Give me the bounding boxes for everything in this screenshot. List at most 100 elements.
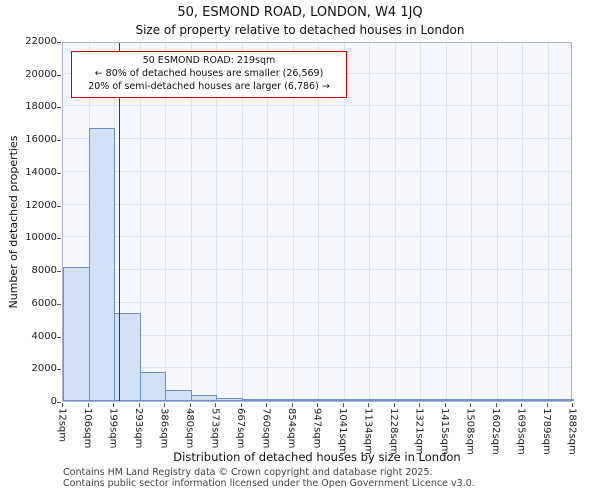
gridline bbox=[547, 43, 549, 401]
gridline bbox=[139, 43, 141, 401]
tick-mark bbox=[495, 403, 497, 407]
x-axis-tick-label: 1882sqm bbox=[566, 408, 578, 455]
gridline bbox=[394, 43, 396, 401]
histogram-bar bbox=[139, 371, 166, 401]
gridline bbox=[267, 43, 268, 401]
x-axis-tick-label: 1415sqm bbox=[439, 408, 450, 455]
x-axis-tick-label: 1602sqm bbox=[490, 408, 501, 455]
tick-mark bbox=[62, 403, 63, 407]
chart-title: 50, ESMOND ROAD, LONDON, W4 1JQ bbox=[177, 5, 423, 20]
x-axis-tick-label: 386sqm bbox=[158, 408, 170, 449]
tick-mark bbox=[57, 42, 61, 43]
tick-mark bbox=[572, 403, 573, 407]
tick-mark bbox=[57, 336, 61, 338]
histogram-bar bbox=[420, 399, 447, 401]
tick-mark bbox=[266, 403, 267, 407]
y-axis-tick-label: 10000 bbox=[25, 232, 57, 244]
x-axis-tick-label: 1134sqm bbox=[362, 408, 374, 455]
tick-mark bbox=[368, 403, 369, 407]
tick-mark bbox=[57, 74, 61, 76]
histogram-bar bbox=[216, 398, 243, 401]
gridline bbox=[63, 367, 571, 369]
tick-mark bbox=[57, 271, 61, 273]
marker-line bbox=[118, 43, 121, 401]
gridline bbox=[420, 43, 421, 401]
histogram-bar bbox=[547, 399, 574, 401]
histogram-bar bbox=[394, 399, 421, 401]
tick-mark bbox=[470, 403, 471, 407]
histogram-bar bbox=[267, 399, 294, 401]
gridline bbox=[63, 301, 571, 303]
histogram-bar bbox=[318, 399, 345, 401]
tick-mark bbox=[57, 205, 61, 207]
tick-mark bbox=[57, 238, 61, 240]
gridline bbox=[63, 203, 571, 205]
tick-mark bbox=[546, 403, 548, 407]
gridline bbox=[318, 43, 319, 401]
gridline bbox=[369, 43, 370, 401]
x-axis-label: Distribution of detached houses by size … bbox=[173, 450, 461, 464]
x-axis-tick-label: 106sqm bbox=[82, 408, 93, 449]
gridline bbox=[292, 43, 294, 401]
x-axis-tick-label: 199sqm bbox=[107, 408, 119, 449]
histogram-bar bbox=[522, 399, 549, 401]
tick-mark bbox=[240, 403, 242, 407]
gridline bbox=[343, 43, 345, 401]
gridline bbox=[190, 43, 192, 401]
y-axis-tick-label: 4000 bbox=[31, 330, 57, 342]
histogram-bar bbox=[343, 399, 370, 401]
tick-mark bbox=[57, 172, 61, 174]
gridline bbox=[165, 43, 166, 401]
annotation-smaller-share: ← 80% of detached houses are smaller (26… bbox=[94, 67, 324, 79]
x-axis-tick-label: 1228sqm bbox=[388, 408, 399, 455]
tick-mark bbox=[57, 369, 61, 371]
gridline bbox=[241, 43, 243, 401]
tick-mark bbox=[57, 140, 61, 142]
y-axis-tick-label: 14000 bbox=[25, 166, 57, 178]
x-axis-tick-label: 760sqm bbox=[260, 408, 272, 449]
tick-mark bbox=[138, 403, 140, 407]
gridline bbox=[63, 170, 571, 172]
tick-mark bbox=[215, 403, 216, 407]
tick-mark bbox=[87, 403, 89, 407]
y-axis-tick-label: 2000 bbox=[31, 363, 57, 375]
gridline bbox=[471, 43, 472, 401]
tick-mark bbox=[521, 403, 522, 407]
histogram-bar bbox=[496, 399, 523, 401]
y-axis-tick-label: 6000 bbox=[31, 297, 57, 309]
y-axis-tick-label: 18000 bbox=[25, 101, 57, 113]
annotation-box: 50 ESMOND ROAD: 219sqm ← 80% of detached… bbox=[71, 51, 347, 99]
histogram-bar bbox=[190, 395, 217, 401]
tick-mark bbox=[342, 403, 344, 407]
tick-mark bbox=[393, 403, 395, 407]
histogram-bar bbox=[445, 399, 472, 401]
x-axis-tick-label: 1508sqm bbox=[464, 408, 476, 455]
histogram-bar bbox=[165, 389, 192, 401]
gridline bbox=[63, 138, 571, 140]
y-axis-tick-label: 12000 bbox=[25, 199, 57, 211]
tick-mark bbox=[291, 403, 293, 407]
x-axis-tick-label: 1789sqm bbox=[541, 408, 552, 455]
histogram-bar bbox=[114, 312, 141, 401]
x-axis-tick-label: 947sqm bbox=[311, 408, 323, 449]
tick-mark bbox=[419, 403, 420, 407]
footer-attribution-line-2: Contains public sector information licen… bbox=[63, 478, 475, 489]
x-axis-tick-label: 480sqm bbox=[184, 408, 195, 449]
histogram-bar bbox=[292, 399, 319, 401]
gridline bbox=[216, 43, 217, 401]
gridline bbox=[522, 43, 523, 401]
tick-mark bbox=[164, 403, 165, 407]
histogram-bar bbox=[471, 399, 498, 401]
tick-mark bbox=[189, 403, 191, 407]
histogram-bar bbox=[241, 399, 268, 401]
x-axis-tick-label: 573sqm bbox=[209, 408, 221, 449]
x-axis-tick-label: 1695sqm bbox=[515, 408, 527, 455]
y-axis-tick-label: 0 bbox=[50, 396, 57, 407]
gridline bbox=[496, 43, 498, 401]
x-axis-tick-label: 293sqm bbox=[133, 408, 144, 449]
x-axis-tick-label: 1321sqm bbox=[413, 408, 425, 455]
chart-subtitle: Size of property relative to detached ho… bbox=[135, 23, 465, 37]
annotation-larger-share: 20% of semi-detached houses are larger (… bbox=[88, 80, 330, 92]
y-axis-tick-label: 8000 bbox=[31, 265, 57, 277]
